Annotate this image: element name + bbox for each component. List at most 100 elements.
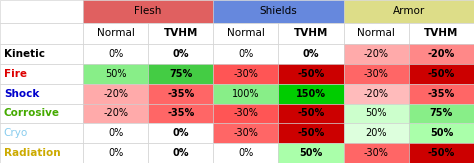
Text: -35%: -35% (428, 89, 455, 99)
Bar (213, 143, 278, 163)
Bar (344, 23, 409, 44)
Bar (344, 123, 409, 143)
Bar (83, 44, 148, 64)
Bar (409, 64, 474, 84)
Text: Fire: Fire (4, 69, 27, 79)
Text: -50%: -50% (428, 148, 455, 158)
Bar (278, 44, 344, 64)
Bar (344, 104, 409, 123)
Text: -20%: -20% (103, 89, 128, 99)
Text: -30%: -30% (234, 69, 258, 79)
Text: 0%: 0% (238, 49, 254, 59)
Text: 50%: 50% (300, 148, 323, 158)
Bar (148, 23, 213, 44)
Bar (0, 143, 83, 163)
Bar (83, 104, 148, 123)
Text: Normal: Normal (227, 28, 265, 38)
Text: -20%: -20% (364, 89, 389, 99)
Bar (213, 23, 278, 44)
Bar (148, 104, 213, 123)
Text: 75%: 75% (169, 69, 192, 79)
Bar (0, 64, 83, 84)
Bar (213, 104, 278, 123)
Text: -20%: -20% (364, 49, 389, 59)
Text: Shields: Shields (260, 6, 297, 16)
Bar (213, 123, 278, 143)
Text: Cryo: Cryo (4, 128, 28, 138)
Text: -35%: -35% (167, 89, 194, 99)
Bar (0, 84, 83, 104)
Text: 0%: 0% (173, 128, 189, 138)
Bar (213, 0, 344, 23)
Bar (83, 143, 148, 163)
Text: Normal: Normal (357, 28, 395, 38)
Text: 50%: 50% (105, 69, 126, 79)
Text: -30%: -30% (234, 108, 258, 119)
Text: -50%: -50% (298, 69, 325, 79)
Bar (148, 64, 213, 84)
Bar (278, 143, 344, 163)
Bar (409, 23, 474, 44)
Text: Normal: Normal (97, 28, 135, 38)
Bar (344, 0, 474, 23)
Bar (213, 44, 278, 64)
Bar (0, 0, 83, 23)
Text: 75%: 75% (430, 108, 453, 119)
Bar (278, 23, 344, 44)
Text: Flesh: Flesh (135, 6, 162, 16)
Text: 0%: 0% (173, 49, 189, 59)
Text: 50%: 50% (430, 128, 453, 138)
Text: -50%: -50% (298, 128, 325, 138)
Bar (409, 104, 474, 123)
Text: -35%: -35% (167, 108, 194, 119)
Bar (83, 64, 148, 84)
Bar (344, 44, 409, 64)
Text: -50%: -50% (428, 69, 455, 79)
Bar (0, 23, 83, 44)
Bar (409, 143, 474, 163)
Text: Armor: Armor (392, 6, 425, 16)
Bar (344, 143, 409, 163)
Text: -30%: -30% (364, 148, 389, 158)
Text: 20%: 20% (365, 128, 387, 138)
Text: TVHM: TVHM (424, 28, 459, 38)
Bar (344, 64, 409, 84)
Bar (278, 123, 344, 143)
Text: 0%: 0% (173, 148, 189, 158)
Text: TVHM: TVHM (164, 28, 198, 38)
Text: 50%: 50% (365, 108, 387, 119)
Bar (0, 104, 83, 123)
Text: 150%: 150% (296, 89, 326, 99)
Text: -20%: -20% (428, 49, 455, 59)
Bar (409, 123, 474, 143)
Text: Corrosive: Corrosive (4, 108, 60, 119)
Bar (344, 84, 409, 104)
Text: Radiation: Radiation (4, 148, 60, 158)
Bar (83, 84, 148, 104)
Bar (148, 123, 213, 143)
Text: -20%: -20% (103, 108, 128, 119)
Text: -30%: -30% (364, 69, 389, 79)
Bar (83, 0, 213, 23)
Text: 100%: 100% (232, 89, 260, 99)
Bar (148, 44, 213, 64)
Bar (213, 84, 278, 104)
Bar (278, 64, 344, 84)
Text: 0%: 0% (108, 128, 123, 138)
Text: 0%: 0% (108, 148, 123, 158)
Bar (278, 104, 344, 123)
Bar (213, 64, 278, 84)
Text: 0%: 0% (108, 49, 123, 59)
Bar (409, 44, 474, 64)
Text: 0%: 0% (238, 148, 254, 158)
Bar (83, 123, 148, 143)
Bar (148, 143, 213, 163)
Bar (0, 44, 83, 64)
Text: -50%: -50% (298, 108, 325, 119)
Text: Shock: Shock (4, 89, 39, 99)
Bar (409, 84, 474, 104)
Bar (148, 84, 213, 104)
Text: TVHM: TVHM (294, 28, 328, 38)
Text: Kinetic: Kinetic (4, 49, 45, 59)
Text: 0%: 0% (303, 49, 319, 59)
